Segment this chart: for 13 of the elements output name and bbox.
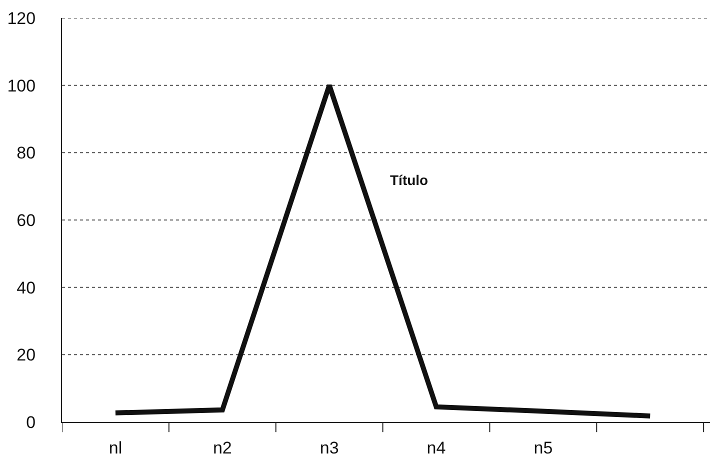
y-tick-label: 80 (16, 144, 36, 163)
y-tick-label: 20 (16, 346, 36, 365)
y-tick-label: 40 (16, 278, 36, 298)
y-tick-label: 100 (7, 76, 36, 96)
annotation: Título (390, 172, 428, 188)
x-tick-label: n5 (534, 438, 553, 458)
y-tick-label: 0 (26, 412, 36, 432)
x-tick-label: n4 (426, 438, 446, 458)
x-tick-label: n3 (320, 438, 339, 458)
y-tick-label: 120 (7, 8, 36, 28)
x-tick-label: n2 (212, 438, 232, 458)
y-tick-label: 60 (16, 210, 36, 230)
x-tick-label: nl (108, 438, 122, 458)
